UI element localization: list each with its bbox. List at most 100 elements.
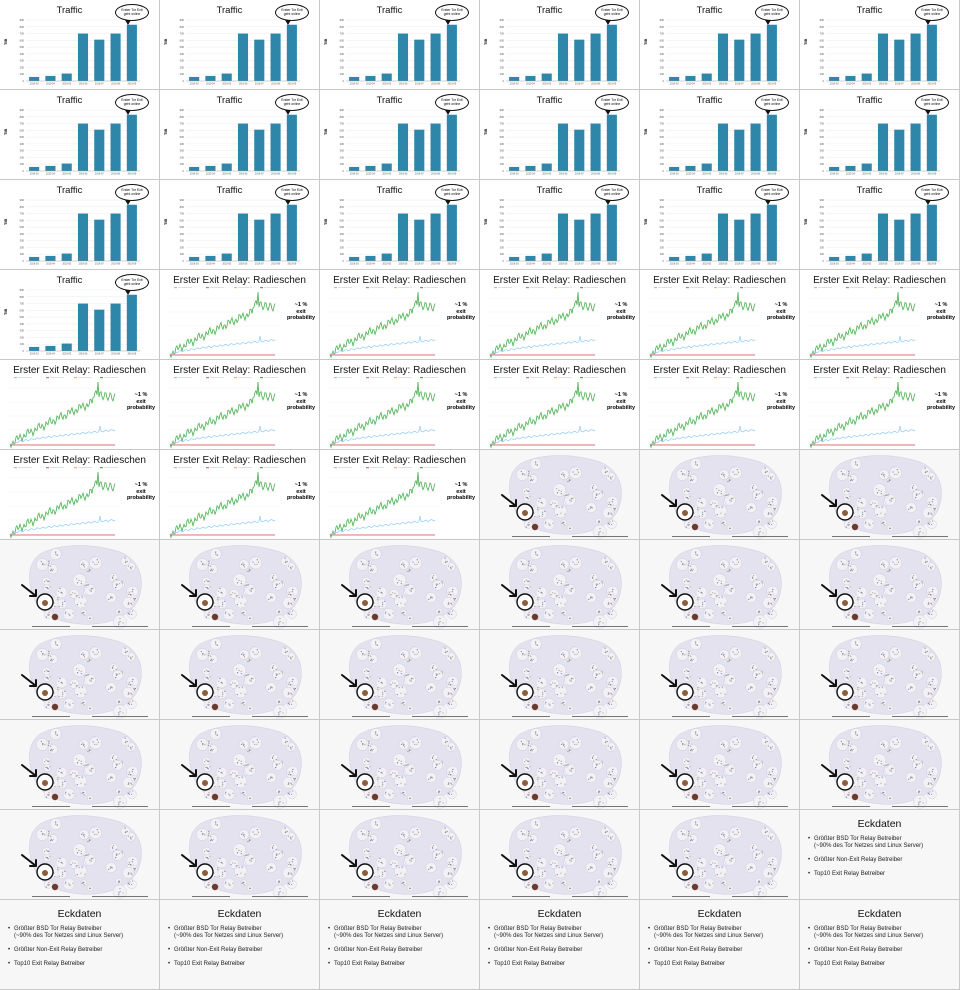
slide-relay-19[interactable]: Erster Exit Relay: Radieschen ~1 % exit pro… [160,270,320,360]
graph-node [852,568,854,570]
graph-node [913,670,915,672]
graph-node [249,679,251,681]
graph-node [250,587,252,589]
slide-network-graph-37[interactable] [160,540,320,630]
graph-node [289,611,291,613]
graph-node [931,476,934,478]
slide-network-graph-35[interactable] [800,450,960,540]
slide-traffic-3[interactable]: Traffic TiB 0 100 200 300 400 500 600 700 800 900 20… [480,0,640,90]
slide-network-graph-47[interactable] [800,630,960,720]
slide-traffic-5[interactable]: Traffic TiB 0 100 200 300 400 500 600 700 800 900 20… [800,0,960,90]
graph-node [758,611,760,613]
slide-network-graph-48[interactable] [0,720,160,810]
slide-traffic-11[interactable]: Traffic TiB 0 100 200 300 400 500 600 700 800 900 20… [800,90,960,180]
graph-node [569,679,571,681]
slide-relay-24[interactable]: Erster Exit Relay: Radieschen ~1 % exit pro… [0,360,160,450]
slide-traffic-0[interactable]: Traffic TiB 0 100 200 300 400 500 600 700 800 900 20… [0,0,160,90]
y-tick-label: 900 [340,18,345,22]
graph-node [536,644,538,647]
slide-relay-30[interactable]: Erster Exit Relay: Radieschen ~1 % exit pro… [0,450,160,540]
slide-relay-28[interactable]: Erster Exit Relay: Radieschen ~1 % exit pro… [640,360,800,450]
graph-node [129,746,132,748]
slide-traffic-13[interactable]: Traffic TiB 0 100 200 300 400 500 600 700 800 900 20… [160,180,320,270]
graph-node [888,568,890,570]
graph-cluster [74,595,88,609]
graph-node [115,673,117,675]
graph-node [214,641,217,644]
slide-network-graph-40[interactable] [640,540,800,630]
y-tick-label: 700 [180,212,185,216]
graph-node [45,706,47,708]
y-tick-label: 200 [820,65,825,69]
x-tick-label: 2019-08 [271,173,280,176]
graph-node [272,667,274,669]
graph-node [454,688,456,690]
graph-node [604,467,606,469]
slide-traffic-8[interactable]: Traffic TiB 0 100 200 300 400 500 600 700 800 900 20… [320,90,480,180]
graph-node [431,666,433,668]
slide-network-graph-46[interactable] [640,630,800,720]
slide-relay-29[interactable]: Erster Exit Relay: Radieschen ~1 % exit pro… [800,360,960,450]
slide-traffic-9[interactable]: Traffic TiB 0 100 200 300 400 500 600 700 800 900 20… [480,90,640,180]
slide-network-graph-42[interactable] [0,630,160,720]
slide-traffic-18[interactable]: Traffic TiB 0 100 200 300 400 500 600 700 800 900 20… [0,270,160,360]
graph-node [207,580,209,582]
graph-node [894,653,896,655]
graph-node [119,710,121,713]
slide-traffic-1[interactable]: Traffic TiB 0 100 200 300 400 500 600 700 800 900 20… [160,0,320,90]
graph-node [911,666,913,668]
slide-relay-25[interactable]: Erster Exit Relay: Radieschen ~1 % exit pro… [160,360,320,450]
slide-relay-20[interactable]: Erster Exit Relay: Radieschen ~1 % exit pro… [320,270,480,360]
slide-relay-26[interactable]: Erster Exit Relay: Radieschen ~1 % exit pro… [320,360,480,450]
graph-node [525,496,527,498]
slide-traffic-10[interactable]: Traffic TiB 0 100 200 300 400 500 600 700 800 900 20… [640,90,800,180]
slide-network-graph-49[interactable] [160,720,320,810]
series-blue [649,335,756,355]
graph-node [890,680,892,682]
slide-traffic-12[interactable]: Traffic TiB 0 100 200 300 400 500 600 700 800 900 20… [0,180,160,270]
slide-relay-22[interactable]: Erster Exit Relay: Radieschen ~1 % exit pro… [640,270,800,360]
slide-network-graph-39[interactable] [480,540,640,630]
graph-node [552,682,554,684]
slide-network-graph-43[interactable] [160,630,320,720]
slide-relay-23[interactable]: Erster Exit Relay: Radieschen ~1 % exit pro… [800,270,960,360]
callout-line: geht online [283,102,301,107]
slide-traffic-16[interactable]: Traffic TiB 0 100 200 300 400 500 600 700 800 900 20… [640,180,800,270]
slide-traffic-4[interactable]: Traffic TiB 0 100 200 300 400 500 600 700 800 900 20… [640,0,800,90]
highlight-node [42,600,48,606]
graph-node [607,565,610,567]
graph-node [773,688,775,690]
slide-traffic-7[interactable]: Traffic TiB 0 100 200 300 400 500 600 700 800 900 20… [160,90,320,180]
slide-traffic-6[interactable]: Traffic TiB 0 100 200 300 400 500 600 700 800 900 20… [0,90,160,180]
bar-2019-05 [541,253,552,261]
slide-relay-32[interactable]: Erster Exit Relay: Radieschen ~1 % exit pro… [320,450,480,540]
slide-traffic-2[interactable]: Traffic TiB 0 100 200 300 400 500 600 700 800 900 20… [320,0,480,90]
slide-relay-21[interactable]: Erster Exit Relay: Radieschen ~1 % exit pro… [480,270,640,360]
relay-chart [488,287,598,359]
graph-node [772,520,774,522]
slide-traffic-17[interactable]: Traffic TiB 0 100 200 300 400 500 600 700 800 900 20… [800,180,960,270]
graph-node [531,480,533,482]
graph-node [859,677,861,680]
graph-node [68,703,70,705]
slide-network-graph-33[interactable] [480,450,640,540]
slide-relay-27[interactable]: Erster Exit Relay: Radieschen ~1 % exit pro… [480,360,640,450]
slide-network-graph-44[interactable] [320,630,480,720]
slide-network-graph-34[interactable] [640,450,800,540]
graph-node [374,696,376,698]
x-tick-label: 2019-04 [846,83,855,86]
graph-node [409,589,411,591]
graph-node [884,675,886,677]
slide-traffic-15[interactable]: Traffic TiB 0 100 200 300 400 500 600 700 800 900 20… [480,180,640,270]
slide-traffic-14[interactable]: Traffic TiB 0 100 200 300 400 500 600 700 800 900 20… [320,180,480,270]
slide-network-graph-45[interactable] [480,630,640,720]
graph-node [560,580,562,582]
slide-network-graph-38[interactable] [320,540,480,630]
slide-relay-31[interactable]: Erster Exit Relay: Radieschen ~1 % exit pro… [160,450,320,540]
legend-text [398,467,412,468]
slide-network-graph-41[interactable] [800,540,960,630]
graph-node [242,652,244,654]
slide-network-graph-36[interactable] [0,540,160,630]
graph-node [915,497,917,499]
graph-node [595,673,597,675]
